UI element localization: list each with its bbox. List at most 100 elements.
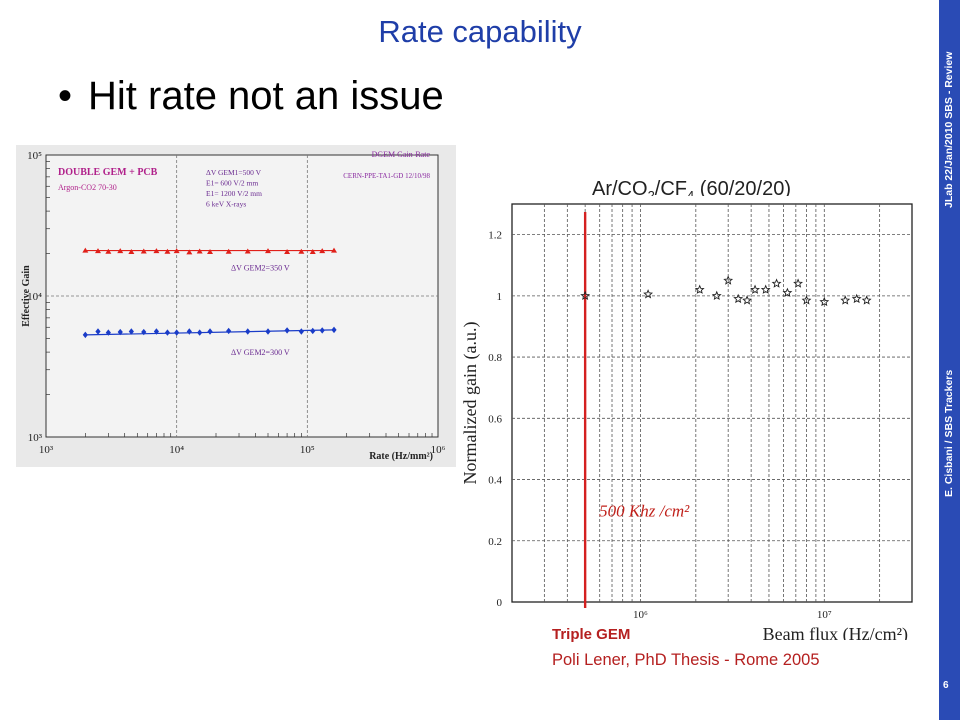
series-normalized-gain	[580, 275, 872, 307]
data-point	[750, 284, 760, 294]
data-point	[861, 295, 872, 305]
data-point	[801, 295, 812, 305]
y-tick-label: 1.2	[488, 230, 502, 242]
data-point	[186, 328, 192, 335]
data-point	[284, 249, 291, 255]
bullet-text: Hit rate not an issue	[88, 74, 444, 118]
x-axis-title: Beam flux (Hz/cm²)	[763, 624, 908, 640]
data-point	[298, 248, 305, 254]
data-point	[117, 248, 124, 254]
bullet-dot-icon: •	[58, 74, 73, 118]
data-point	[207, 249, 214, 255]
box-subtitle: Argon-CO2 70-30	[58, 183, 117, 192]
data-point	[319, 248, 326, 254]
data-point	[819, 296, 830, 307]
data-point	[94, 248, 101, 254]
data-point	[95, 328, 101, 335]
data-point	[840, 295, 851, 305]
sidebar-band: JLab 22/Jan/2010 SBS - Review E. Cisbani…	[939, 0, 960, 720]
data-point	[331, 247, 338, 253]
x-tick-label: 10⁶	[431, 444, 446, 456]
sidebar-event-text: JLab 22/Jan/2010 SBS - Review	[943, 51, 955, 208]
sidebar-author-text: E. Cisbani / SBS Trackers	[943, 369, 955, 497]
data-point	[164, 248, 171, 254]
x-tick-label: 10⁶	[633, 609, 648, 621]
data-point	[117, 328, 123, 336]
y-tick-label: 0	[497, 597, 503, 609]
data-point	[771, 278, 782, 288]
y-tick-label: 0.8	[488, 352, 502, 364]
y-tick-label: 0.4	[488, 475, 502, 487]
data-point	[174, 329, 180, 336]
data-point	[733, 293, 744, 304]
data-point	[173, 248, 180, 254]
data-point	[186, 249, 193, 255]
y-axis-title: Effective Gain	[21, 265, 32, 327]
bullet-point: • Hit rate not an issue	[58, 74, 444, 119]
left-chart: 10³ 10⁴ 10⁵ 10⁶ 10³ 10⁴ 10⁵ Rate (Hz/mm²) Effect…	[16, 145, 456, 467]
y-tick-label: 0.2	[488, 536, 502, 548]
data-point	[793, 278, 803, 288]
data-point	[153, 248, 160, 254]
data-point	[319, 327, 325, 334]
plot-frame	[511, 203, 913, 603]
condition-text: 6 keV X-rays	[206, 200, 246, 209]
data-point	[694, 284, 705, 294]
data-point	[245, 328, 251, 335]
data-point	[309, 249, 316, 255]
chart-reference: CERN-PPE-TA1-GD 12/10/98	[343, 172, 430, 180]
marker-label: 500 Khz /cm²	[599, 501, 690, 520]
y-tick-label: 10⁴	[27, 291, 42, 303]
condition-text: E1= 600 V/2 mm	[206, 179, 258, 188]
data-point	[197, 329, 203, 336]
y-tick-label: 10³	[28, 432, 43, 444]
data-point	[153, 328, 160, 335]
x-tick-label: 10⁵	[300, 444, 315, 456]
data-point	[723, 275, 734, 285]
x-tick-label: 10⁷	[817, 609, 832, 621]
series-label: ΔV GEM2=300 V	[231, 348, 290, 357]
condition-text: ΔV GEM1=500 V	[206, 168, 262, 177]
data-point	[711, 290, 722, 301]
y-tick-label: 0.6	[488, 413, 502, 425]
data-point	[298, 328, 304, 335]
data-point	[284, 327, 290, 334]
data-point	[207, 328, 213, 335]
caption-source: Poli Lener, PhD Thesis - Rome 2005	[552, 651, 820, 669]
box-title: DOUBLE GEM + PCB	[58, 167, 158, 178]
series-label: ΔV GEM2=350 V	[231, 264, 290, 273]
x-tick-label: 10³	[39, 444, 54, 456]
data-point	[226, 327, 232, 335]
data-point	[851, 293, 862, 304]
data-point	[128, 249, 135, 255]
y-axis-title: Normalized gain (a.u.)	[460, 322, 481, 485]
y-tick-label: 1	[497, 291, 503, 303]
data-point	[331, 326, 337, 334]
page-number: 6	[943, 680, 949, 691]
x-tick-label: 10⁴	[169, 444, 184, 456]
data-point	[310, 327, 316, 335]
gas-mixture-label: Ar/CO2/CF4 (60/20/20)	[592, 178, 791, 203]
data-point	[782, 287, 793, 297]
data-point	[760, 284, 771, 294]
data-point	[164, 329, 171, 336]
data-point	[141, 328, 147, 336]
data-point	[196, 248, 203, 254]
data-point	[580, 290, 591, 301]
data-point	[82, 247, 89, 253]
data-point	[742, 295, 752, 305]
condition-text: E1= 1200 V/2 mm	[206, 189, 262, 198]
x-axis-title: Rate (Hz/mm²)	[369, 451, 433, 462]
data-point	[105, 248, 112, 254]
chart-title: DGEM Gain-Rate	[372, 150, 431, 159]
data-point	[140, 248, 147, 254]
data-point	[643, 289, 654, 299]
caption-title: Triple GEM	[552, 626, 631, 643]
slide-title: Rate capability	[378, 14, 582, 49]
data-point	[244, 248, 251, 254]
right-chart: 0 0.2 0.4 0.6 0.8 1 1.2 10⁶ 10⁷ Beam flux (Hz/cm²…	[458, 196, 920, 640]
data-point	[264, 248, 271, 254]
series-red: ΔV GEM2=350 V	[82, 247, 338, 273]
data-point	[225, 248, 232, 254]
data-point	[105, 329, 111, 336]
